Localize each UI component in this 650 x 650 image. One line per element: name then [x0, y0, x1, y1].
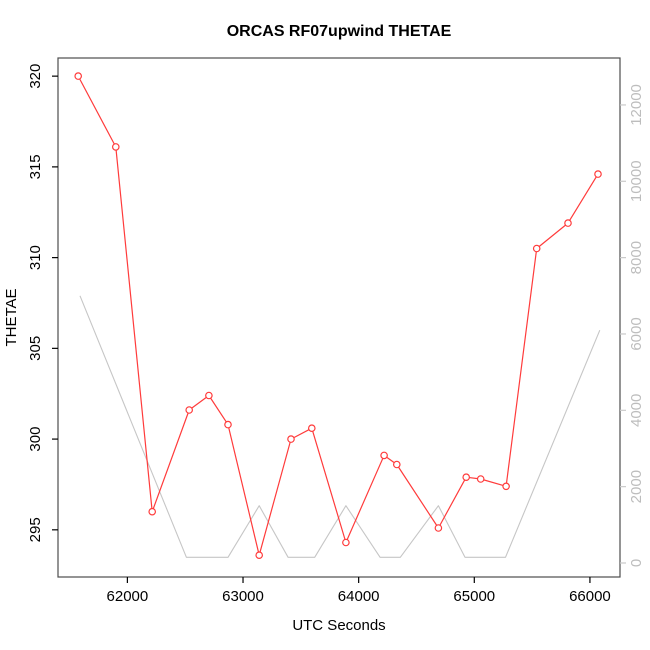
- altitude-line: [79, 295, 601, 558]
- y-axis-label: THETAE: [3, 288, 20, 346]
- thetae-point-marker: [287, 435, 295, 443]
- thetae-point-marker: [532, 244, 541, 253]
- y-right-tick-label: 0: [628, 559, 645, 567]
- thetae-point-marker: [148, 507, 157, 516]
- y-left-tick-label: 295: [27, 517, 44, 542]
- x-tick-label: 65000: [453, 588, 495, 605]
- thetae-point-marker: [255, 551, 264, 560]
- thetae-point-marker: [392, 460, 401, 469]
- thetae-point-marker: [564, 219, 572, 227]
- y-left-tick-label: 300: [27, 427, 44, 452]
- y-left-tick-label: 305: [27, 336, 44, 361]
- x-tick-label: 64000: [338, 588, 380, 605]
- y-left-tick-label: 320: [27, 64, 44, 89]
- x-axis-label: UTC Seconds: [292, 617, 385, 634]
- thetae-point-marker: [205, 391, 213, 400]
- y-right-tick-label: 4000: [628, 394, 645, 427]
- y-right-tick-label: 8000: [628, 241, 645, 274]
- thetae-point-marker: [112, 143, 120, 151]
- thetae-point-marker: [594, 170, 602, 178]
- thetae-point-marker: [502, 482, 510, 491]
- thetae-point-marker: [224, 420, 232, 429]
- y-left-tick-label: 315: [27, 154, 44, 179]
- thetae-point-marker: [342, 538, 350, 547]
- x-tick-label: 66000: [569, 588, 611, 605]
- thetae-point-marker: [476, 475, 485, 483]
- thetae-point-marker: [185, 406, 194, 414]
- thetae-point-marker: [74, 72, 83, 80]
- x-tick-label: 62000: [107, 588, 149, 605]
- y-left-tick-label: 310: [27, 245, 44, 270]
- y-right-tick-label: 10000: [628, 160, 645, 202]
- plot-box: [57, 57, 621, 578]
- y-right-tick-label: 2000: [628, 470, 645, 503]
- thetae-point-marker: [462, 473, 471, 482]
- thetae-point-marker: [307, 424, 316, 433]
- y-right-tick-label: 12000: [628, 84, 645, 126]
- chart-title: ORCAS RF07upwind THETAE: [227, 23, 452, 40]
- plot-area: 62000 63000 64000 65000 66000 295 300 305 310 315…: [27, 57, 645, 605]
- thetae-point-marker: [434, 524, 443, 532]
- thetae-point-marker: [380, 451, 388, 460]
- x-tick-label: 63000: [222, 588, 264, 605]
- y-right-tick-label: 6000: [628, 317, 645, 350]
